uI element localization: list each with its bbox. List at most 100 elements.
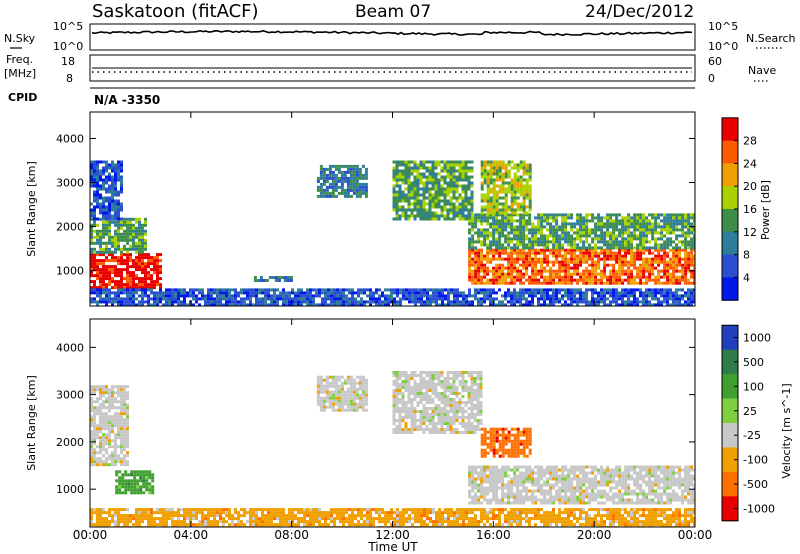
heatmap-cell xyxy=(558,228,562,232)
heatmap-cell xyxy=(672,281,676,285)
heatmap-cell xyxy=(384,300,387,304)
heatmap-cell xyxy=(346,381,350,385)
heatmap-cell xyxy=(99,439,102,443)
heatmap-cell xyxy=(525,166,529,170)
heatmap-cell xyxy=(120,457,123,461)
heatmap-cell xyxy=(361,378,365,382)
heatmap-cell xyxy=(150,280,153,284)
heatmap-cell xyxy=(537,216,541,220)
heatmap-cell xyxy=(543,254,547,258)
heatmap-cell xyxy=(693,288,695,292)
heatmap-cell xyxy=(588,275,592,279)
heatmap-cell xyxy=(558,260,562,264)
heatmap-cell xyxy=(90,232,93,236)
heatmap-cell xyxy=(507,291,510,295)
heatmap-cell xyxy=(343,399,347,403)
heatmap-cell xyxy=(352,396,356,400)
heatmap-cell xyxy=(495,219,499,223)
heatmap-cell xyxy=(642,234,646,238)
heatmap-cell xyxy=(334,375,338,379)
heatmap-cell xyxy=(416,178,420,182)
heatmap-cell xyxy=(237,303,240,306)
heatmap-cell xyxy=(452,419,456,422)
heatmap-cell xyxy=(513,246,517,250)
heatmap-cell xyxy=(537,269,541,273)
heatmap-cell xyxy=(486,160,490,164)
heatmap-cell xyxy=(446,416,450,419)
heatmap-cell xyxy=(428,196,432,200)
heatmap-cell xyxy=(504,213,508,217)
heatmap-cell xyxy=(93,241,96,245)
heatmap-cell xyxy=(486,269,490,273)
heatmap-cell xyxy=(486,246,490,250)
heatmap-cell xyxy=(108,175,111,179)
heatmap-cell xyxy=(102,436,105,440)
heatmap-cell xyxy=(422,377,426,380)
heatmap-cell xyxy=(522,184,526,188)
heatmap-cell xyxy=(492,169,496,173)
heatmap-cell xyxy=(261,300,264,304)
heatmap-cell xyxy=(142,491,146,495)
heatmap-cell xyxy=(339,300,342,304)
heatmap-cell xyxy=(621,297,624,301)
heatmap-cell xyxy=(452,172,456,176)
heatmap-cell xyxy=(510,216,514,220)
heatmap-cell xyxy=(555,281,559,285)
heatmap-cell xyxy=(399,297,402,301)
heatmap-cell xyxy=(349,384,353,388)
heatmap-cell xyxy=(108,277,111,281)
heatmap-cell xyxy=(618,294,621,298)
heatmap-cell xyxy=(395,214,399,218)
heatmap-cell xyxy=(331,408,335,412)
heatmap-cell xyxy=(132,241,135,245)
heatmap-cell xyxy=(456,303,459,306)
heatmap-cell xyxy=(684,213,688,217)
heatmap-cell xyxy=(395,202,399,206)
heatmap-cell xyxy=(102,172,105,176)
heatmap-cell xyxy=(558,225,562,229)
heatmap-cell xyxy=(413,425,417,428)
heatmap-cell xyxy=(135,297,138,301)
heatmap-cell xyxy=(443,377,447,380)
heatmap-cell xyxy=(90,238,93,242)
heatmap-cell xyxy=(126,288,129,292)
heatmap-cell xyxy=(141,283,144,287)
heatmap-cell xyxy=(422,181,426,185)
heatmap-cell xyxy=(449,196,453,200)
heatmap-cell xyxy=(564,216,568,220)
heatmap-cell xyxy=(96,166,99,170)
heatmap-cell xyxy=(393,288,396,292)
heatmap-cell xyxy=(355,182,359,186)
heatmap-cell xyxy=(123,238,126,242)
heatmap-cell xyxy=(395,428,399,431)
heatmap-cell xyxy=(455,401,459,404)
heatmap-cell xyxy=(467,187,471,191)
heatmap-cell xyxy=(432,288,435,292)
heatmap-cell xyxy=(480,278,484,282)
heatmap-cell xyxy=(489,248,493,252)
heatmap-cell xyxy=(552,303,555,306)
heatmap-cell xyxy=(108,421,111,425)
heatmap-cell xyxy=(687,297,690,301)
heatmap-cell xyxy=(404,181,408,185)
heatmap-cell xyxy=(111,457,114,461)
heatmap-cell xyxy=(395,392,399,395)
heatmap-cell xyxy=(416,211,420,215)
heatmap-cell xyxy=(693,278,695,282)
heatmap-cell xyxy=(669,237,673,241)
heatmap-cell xyxy=(401,196,405,200)
heatmap-cell xyxy=(93,235,96,239)
heatmap-cell xyxy=(129,244,132,248)
heatmap-cell xyxy=(627,251,631,255)
heatmap-cell xyxy=(567,278,571,282)
heatmap-cell xyxy=(564,234,568,238)
heatmap-cell xyxy=(564,254,568,258)
heatmap-cell xyxy=(564,288,567,292)
heatmap-cell xyxy=(630,294,633,298)
heatmap-cell xyxy=(156,297,159,301)
heatmap-cell xyxy=(90,256,93,260)
heatmap-cell xyxy=(96,250,99,254)
heatmap-cell xyxy=(498,254,502,258)
heatmap-cell xyxy=(405,297,408,301)
heatmap-cell xyxy=(120,190,123,194)
